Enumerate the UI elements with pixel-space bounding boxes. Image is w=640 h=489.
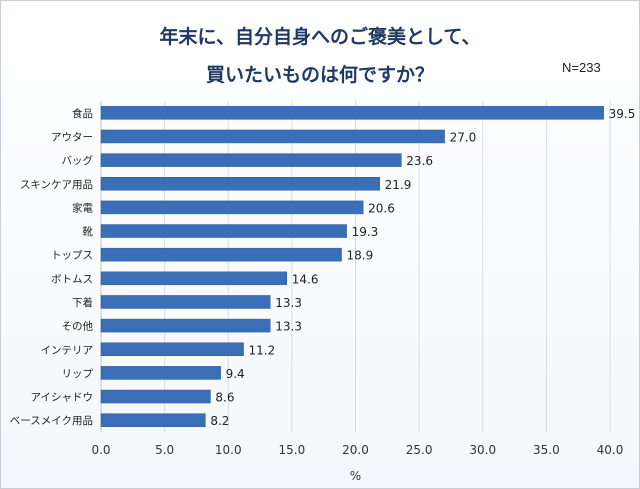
chart-title-line1: 年末に、自分自身へのご褒美として、 [159,26,481,48]
bar [100,224,347,238]
bar [100,200,364,215]
bar [100,271,288,286]
value-label: 9.4 [226,367,245,381]
x-tick-label: 25.0 [406,443,433,457]
bar [100,318,271,333]
x-tick-label: 0.0 [91,443,110,457]
category-label: スキンケア用品 [20,179,93,191]
bar [100,153,402,167]
category-label: 靴 [83,225,94,238]
value-label: 13.3 [275,296,302,310]
value-label: 14.6 [292,272,319,286]
x-tick-label: 15.0 [279,443,306,457]
category-label: ベースメイク用品 [10,415,93,427]
x-tick-label: 5.0 [155,443,174,457]
x-tick-label: 40.0 [597,443,624,457]
value-label: 11.2 [249,343,276,357]
chart-title-line2: 買いたいものは何ですか？ [205,64,434,86]
bar [100,342,244,356]
x-tick-label: 30.0 [469,443,496,457]
value-label: 21.9 [385,178,412,192]
value-label: 18.9 [347,249,374,263]
category-label: ボトムス [51,273,93,285]
bar [100,106,604,120]
x-tick-label: 10.0 [215,443,242,457]
category-label: 家電 [72,201,93,214]
category-label: アイシャドウ [31,392,93,404]
category-label: インテリア [41,344,94,356]
category-label: リップ [62,368,94,380]
bar [100,366,221,380]
bar [100,413,206,427]
category-label: トップス [51,250,93,262]
value-label: 20.6 [368,201,395,215]
value-label: 8.6 [215,391,234,405]
bar [100,247,342,262]
value-label: 13.3 [275,320,302,334]
bar [100,389,211,404]
x-tick-label: 35.0 [533,443,560,457]
value-label: 27.0 [450,130,477,144]
bar [100,177,380,191]
category-label: その他 [62,320,94,333]
value-label: 23.6 [406,154,433,168]
category-label: 下着 [72,296,93,309]
value-label: 39.5 [609,107,636,121]
value-label: 8.2 [210,414,229,428]
value-label: 19.3 [352,225,379,239]
x-tick-label: 20.0 [342,443,369,457]
category-label: バッグ [62,154,94,167]
category-label: 食品 [72,107,93,120]
bar [100,129,445,144]
x-axis-label: % [350,469,361,483]
category-label: アウター [51,131,93,143]
sample-size-label: N=233 [562,60,601,75]
bar [100,295,271,309]
